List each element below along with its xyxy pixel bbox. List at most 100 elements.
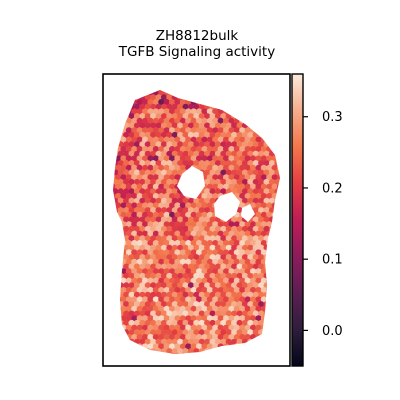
spot bbox=[163, 202, 170, 209]
spot bbox=[158, 268, 165, 275]
spot bbox=[209, 178, 216, 186]
spot bbox=[131, 221, 138, 228]
spot bbox=[223, 296, 230, 303]
spot bbox=[185, 211, 192, 218]
spot bbox=[131, 164, 138, 171]
spot bbox=[223, 240, 230, 247]
spot bbox=[209, 150, 216, 157]
spot bbox=[255, 174, 262, 181]
spot bbox=[239, 315, 246, 322]
spot bbox=[214, 113, 222, 120]
spot bbox=[258, 160, 265, 167]
spot bbox=[266, 305, 273, 312]
spot bbox=[250, 221, 257, 228]
spot bbox=[179, 136, 186, 143]
spot bbox=[198, 263, 205, 270]
spot bbox=[113, 282, 119, 289]
spot bbox=[144, 131, 151, 139]
spot bbox=[268, 338, 276, 345]
spot bbox=[131, 108, 138, 115]
spot bbox=[123, 207, 130, 214]
spot bbox=[271, 108, 278, 115]
spot bbox=[185, 352, 192, 354]
spot bbox=[255, 108, 262, 115]
spot bbox=[144, 113, 151, 120]
spot bbox=[263, 178, 270, 186]
spot bbox=[133, 113, 141, 120]
spot bbox=[250, 183, 257, 190]
spot bbox=[120, 202, 127, 209]
spot bbox=[266, 296, 273, 303]
spot bbox=[279, 178, 280, 186]
spot bbox=[212, 277, 219, 284]
spot bbox=[144, 160, 151, 167]
spot bbox=[177, 329, 184, 336]
spot bbox=[185, 268, 192, 275]
spot bbox=[182, 301, 189, 308]
spot bbox=[120, 315, 127, 322]
spot bbox=[147, 146, 154, 153]
spot bbox=[190, 305, 197, 312]
spot bbox=[198, 291, 205, 298]
spot bbox=[117, 150, 124, 157]
spot bbox=[182, 272, 189, 280]
spot bbox=[187, 301, 195, 308]
spot bbox=[225, 150, 232, 157]
spot bbox=[158, 230, 165, 237]
spot bbox=[228, 174, 235, 181]
spot bbox=[113, 254, 114, 261]
spot bbox=[187, 160, 195, 167]
spot bbox=[241, 141, 249, 148]
spot bbox=[182, 150, 189, 157]
spot bbox=[214, 282, 222, 289]
spot bbox=[133, 131, 141, 139]
spot bbox=[123, 188, 130, 195]
spot bbox=[163, 230, 170, 237]
spot bbox=[260, 268, 267, 275]
spot bbox=[201, 249, 208, 256]
spot bbox=[204, 150, 211, 157]
spot bbox=[150, 319, 157, 327]
spot bbox=[217, 127, 224, 134]
spot bbox=[271, 99, 278, 106]
spot bbox=[193, 272, 200, 280]
spot bbox=[266, 202, 273, 209]
spot bbox=[228, 249, 235, 256]
spot bbox=[212, 287, 219, 294]
spot bbox=[142, 117, 149, 124]
spot bbox=[196, 315, 203, 322]
spot bbox=[187, 310, 195, 317]
spot bbox=[152, 277, 159, 284]
spot bbox=[220, 254, 227, 261]
spot bbox=[258, 338, 265, 345]
spot bbox=[169, 343, 176, 350]
spot bbox=[239, 90, 246, 96]
spot bbox=[247, 301, 254, 308]
spot bbox=[158, 221, 165, 228]
spot bbox=[196, 352, 203, 354]
spot bbox=[252, 216, 259, 223]
spot bbox=[279, 197, 280, 204]
spot bbox=[177, 197, 184, 204]
spot bbox=[131, 230, 138, 237]
spot bbox=[185, 334, 192, 341]
spot bbox=[163, 343, 170, 350]
spot bbox=[258, 263, 265, 270]
spot bbox=[258, 90, 265, 92]
spot bbox=[223, 174, 230, 181]
spot bbox=[123, 254, 130, 261]
spot bbox=[212, 90, 219, 96]
spot bbox=[113, 352, 116, 354]
spot bbox=[277, 334, 280, 341]
spot bbox=[136, 136, 143, 143]
spot bbox=[196, 155, 203, 162]
spot bbox=[206, 240, 213, 247]
spot bbox=[166, 282, 173, 289]
spot bbox=[190, 249, 197, 256]
spot bbox=[223, 221, 230, 228]
spot bbox=[115, 287, 122, 294]
spot bbox=[204, 197, 211, 204]
spot bbox=[228, 343, 235, 350]
spot bbox=[150, 254, 157, 261]
spot bbox=[142, 221, 149, 228]
